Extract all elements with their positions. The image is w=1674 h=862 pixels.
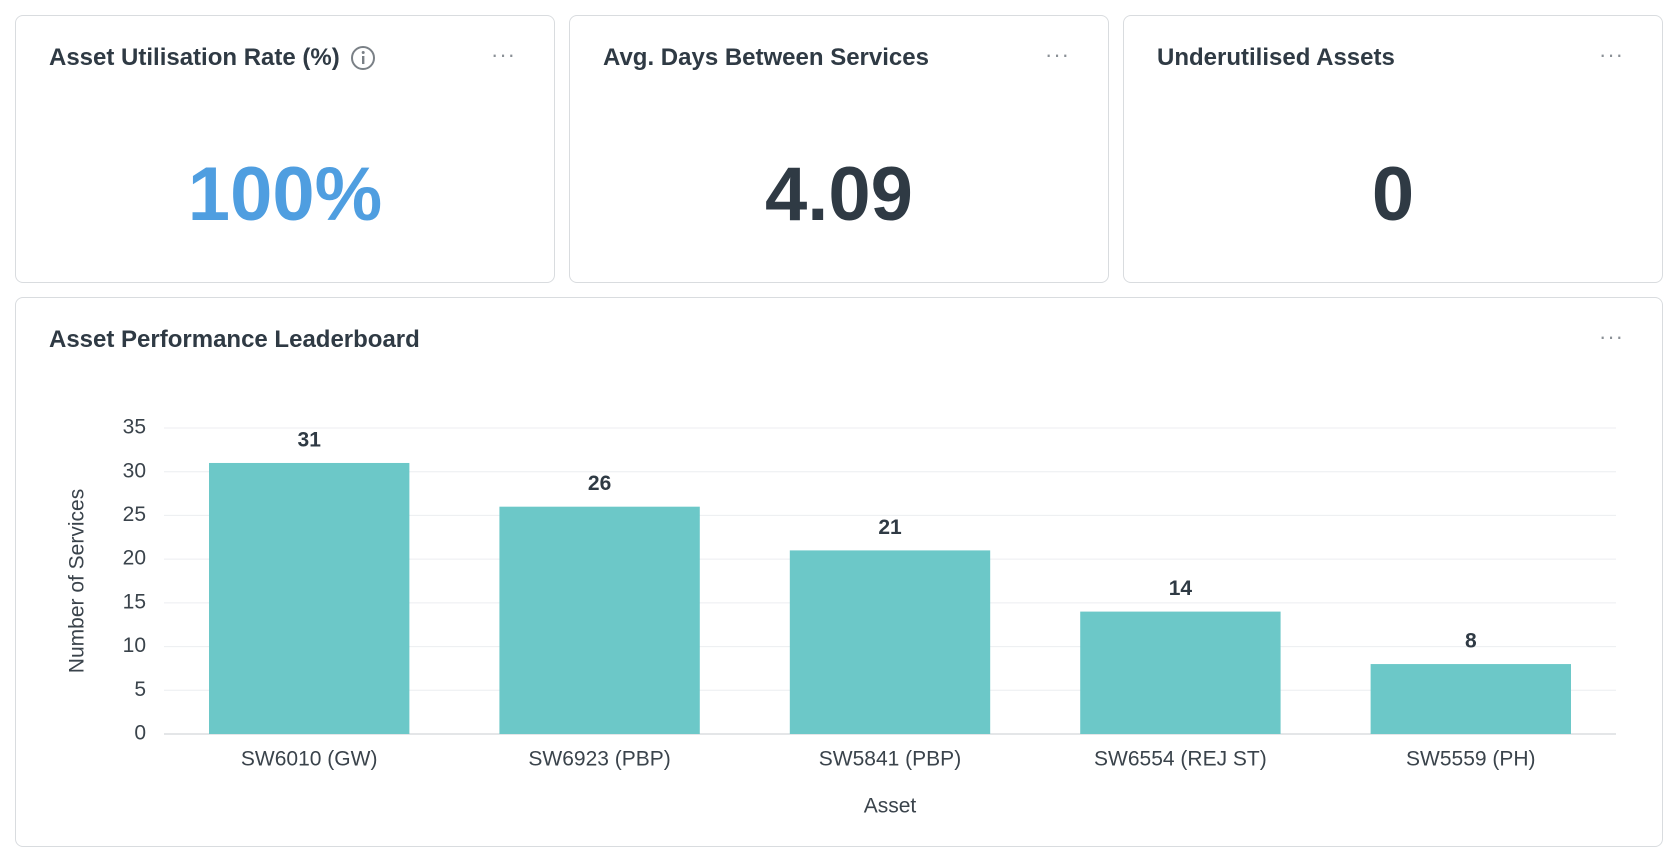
y-tick-label: 25 bbox=[123, 503, 146, 526]
x-tick-label: SW6923 (PBP) bbox=[528, 748, 670, 771]
menu-button[interactable]: ··· bbox=[1599, 42, 1624, 67]
card-title: Underutilised Assets bbox=[1157, 44, 1395, 71]
kpi-value: 100% bbox=[187, 152, 383, 237]
card-header: Asset Utilisation Rate (%) bbox=[49, 44, 376, 72]
y-tick-label: 15 bbox=[123, 590, 146, 613]
menu-button[interactable]: ··· bbox=[491, 42, 516, 67]
card-title: Avg. Days Between Services bbox=[603, 44, 929, 71]
bar bbox=[1080, 611, 1281, 734]
x-axis-label: Asset bbox=[864, 795, 917, 818]
y-axis-label: Number of Services bbox=[66, 489, 89, 673]
y-tick-label: 20 bbox=[123, 547, 146, 570]
y-tick-label: 5 bbox=[134, 678, 146, 701]
x-tick-label: SW6554 (REJ ST) bbox=[1094, 748, 1267, 771]
kpi-card: Avg. Days Between Services ··· 4.09 bbox=[569, 15, 1109, 283]
chart-card: Asset Performance Leaderboard ··· 0 5 10 15… bbox=[15, 297, 1663, 847]
y-tick-label: 0 bbox=[134, 722, 146, 745]
x-tick-label: SW5841 (PBP) bbox=[819, 748, 961, 771]
bar bbox=[1370, 664, 1571, 734]
data-label: 26 bbox=[588, 472, 611, 495]
y-tick-label: 10 bbox=[123, 634, 146, 657]
kpi-card: Underutilised Assets ··· 0 bbox=[1123, 15, 1663, 283]
info-icon[interactable] bbox=[350, 45, 376, 71]
bar bbox=[499, 506, 700, 734]
data-label: 21 bbox=[878, 516, 902, 539]
data-label: 8 bbox=[1465, 630, 1477, 653]
bar bbox=[789, 550, 991, 734]
menu-button[interactable]: ··· bbox=[1045, 42, 1070, 67]
chart-title: Asset Performance Leaderboard bbox=[49, 326, 420, 353]
chart: 0 5 10 15 20 25 30 35 Number of Services Asset SW6… bbox=[66, 416, 1616, 818]
data-label: 31 bbox=[298, 429, 322, 452]
kpi-value: 0 bbox=[1371, 152, 1415, 237]
bar bbox=[209, 462, 410, 734]
x-tick-label: SW6010 (GW) bbox=[241, 748, 378, 771]
menu-button[interactable]: ··· bbox=[1599, 324, 1624, 349]
data-label: 14 bbox=[1169, 577, 1193, 600]
card-title: Asset Utilisation Rate (%) bbox=[49, 44, 340, 71]
kpi-card: Asset Utilisation Rate (%) ··· 100% bbox=[15, 15, 555, 283]
y-tick-label: 30 bbox=[123, 459, 146, 482]
x-tick-label: SW5559 (PH) bbox=[1406, 748, 1536, 771]
y-tick-label: 35 bbox=[123, 416, 146, 439]
kpi-value: 4.09 bbox=[765, 152, 913, 237]
